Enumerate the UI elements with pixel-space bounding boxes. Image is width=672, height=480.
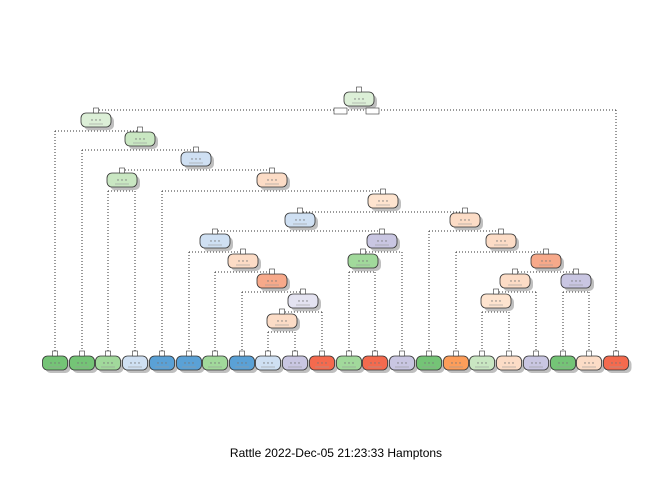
tree-node-n3 xyxy=(180,146,214,169)
leaf-node-4 xyxy=(122,350,151,373)
tree-node-n5 xyxy=(256,167,290,190)
tree-node-n19 xyxy=(287,288,321,311)
root-branch-labels xyxy=(333,107,380,115)
leaf-node-15 xyxy=(416,350,445,373)
tree-node-n10 xyxy=(366,228,400,251)
tree-node-n14 xyxy=(530,248,564,271)
tree-node-n18 xyxy=(480,288,514,311)
leaf-node-22 xyxy=(603,350,632,373)
leaf-node-1 xyxy=(42,350,71,373)
leaf-node-10 xyxy=(282,350,311,373)
leaf-node-20 xyxy=(550,350,579,373)
tree-node-n8 xyxy=(449,207,483,230)
leaf-node-13 xyxy=(362,350,391,373)
leaf-node-11 xyxy=(309,350,338,373)
leaf-node-17 xyxy=(469,350,498,373)
tree-node-n12 xyxy=(347,248,381,271)
caption: Rattle 2022-Dec-05 21:23:33 Hamptons xyxy=(229,446,443,460)
leaf-node-9 xyxy=(255,350,284,373)
tree-node-n16 xyxy=(560,268,594,291)
tree-node-n17 xyxy=(256,268,290,291)
leaf-node-19 xyxy=(523,350,552,373)
tree-node-n2 xyxy=(124,126,158,149)
leaf-node-21 xyxy=(576,350,605,373)
leaf-node-7 xyxy=(202,350,231,373)
tree-node-n1 xyxy=(80,107,114,130)
tree-node-n6 xyxy=(367,188,401,211)
leaf-node-5 xyxy=(149,350,178,373)
leaf-node-12 xyxy=(336,350,365,373)
tree-node-n4 xyxy=(106,167,140,190)
leaf-node-8 xyxy=(229,350,258,373)
tree-node-n15 xyxy=(499,268,533,291)
tree-node-n7 xyxy=(284,207,318,230)
tree-node-n11 xyxy=(485,228,519,251)
tree-node-n9 xyxy=(199,228,233,251)
tree-node-n20 xyxy=(266,308,300,331)
leaf-node-2 xyxy=(69,350,98,373)
leaf-node-3 xyxy=(95,350,124,373)
leaf-node-18 xyxy=(496,350,525,373)
tree-node-n13 xyxy=(227,248,261,271)
tree-node-root xyxy=(343,86,377,109)
leaf-node-14 xyxy=(389,350,418,373)
leaf-node-16 xyxy=(443,350,472,373)
leaf-node-6 xyxy=(176,350,205,373)
